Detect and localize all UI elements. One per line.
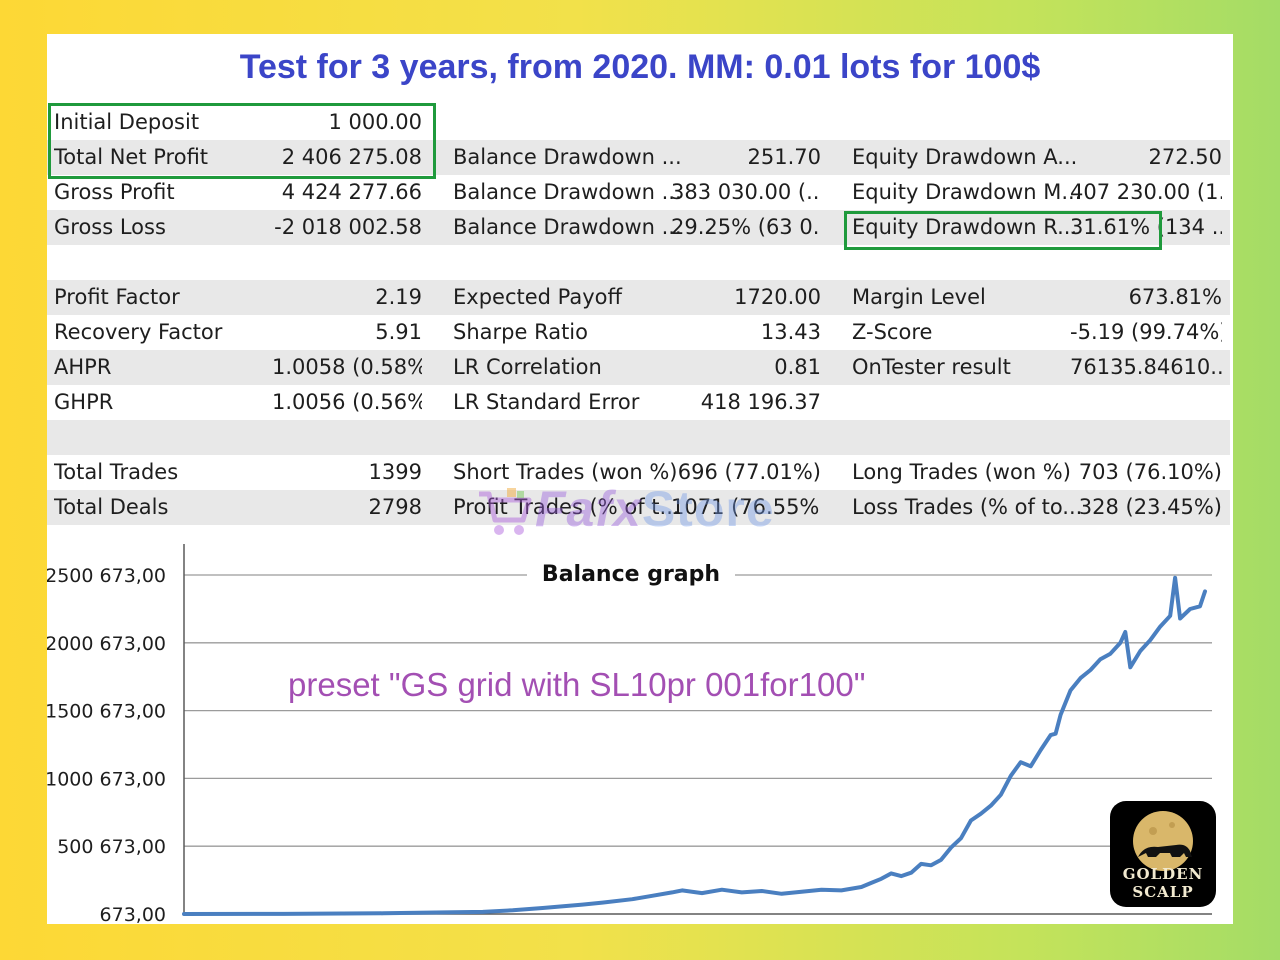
total-deals-label: Total Deals	[54, 495, 169, 519]
stats-row: Recovery Factor 5.91 Sharpe Ratio 13.43 …	[47, 315, 1230, 350]
profit-trades-label: Profit Trades (% of t...	[453, 495, 680, 519]
equity-drawdown-absolute-value: 272.50	[1148, 145, 1222, 169]
recovery-factor-label: Recovery Factor	[54, 320, 223, 344]
expected-payoff-value: 1720.00	[734, 285, 821, 309]
expected-payoff-label: Expected Payoff	[453, 285, 622, 309]
total-trades-value: 1399	[368, 460, 422, 484]
balance-drawdown-maximal-label: Balance Drawdown ...	[453, 180, 682, 204]
profit-factor-label: Profit Factor	[54, 285, 180, 309]
balance-chart: 673,00 500 673,00 1000 673,00 1500 673,00 20…	[47, 544, 1212, 924]
initial-deposit-value: 1 000.00	[328, 110, 422, 134]
balance-drawdown-relative-label: Balance Drawdown ...	[453, 215, 682, 239]
balance-drawdown-relative-value: 29.25% (63 0...	[671, 215, 821, 239]
loss-trades-value: 328 (23.45%)	[1078, 495, 1222, 519]
lr-correlation-label: LR Correlation	[453, 355, 602, 379]
report-headline: Test for 3 years, from 2020. MM: 0.01 lo…	[239, 47, 1041, 86]
initial-deposit-label: Initial Deposit	[54, 110, 200, 134]
margin-level-label: Margin Level	[852, 285, 986, 309]
stats-spacer-row	[47, 245, 1230, 280]
gross-profit-label: Gross Profit	[54, 180, 175, 204]
sharpe-ratio-label: Sharpe Ratio	[453, 320, 588, 344]
chart-title-background	[527, 556, 735, 590]
ghpr-label: GHPR	[54, 390, 114, 414]
ontester-result-value: 76135.84610...	[1070, 355, 1222, 379]
total-deals-value: 2798	[368, 495, 422, 519]
equity-drawdown-relative-label: Equity Drawdown R...	[852, 215, 1078, 239]
short-trades-label: Short Trades (won %)	[453, 460, 678, 484]
stats-spacer-row	[47, 420, 1230, 455]
stats-row: Profit Factor 2.19 Expected Payoff 1720.…	[47, 280, 1230, 315]
ahpr-label: AHPR	[54, 355, 112, 379]
long-trades-value: 703 (76.10%)	[1078, 460, 1222, 484]
y-tick-label: 2500 673,00	[47, 565, 166, 587]
stats-row: Gross Profit 4 424 277.66 Balance Drawdo…	[47, 175, 1230, 210]
z-score-label: Z-Score	[852, 320, 933, 344]
y-tick-label: 673,00	[100, 904, 166, 924]
balance-drawdown-maximal-value: 383 030.00 (...	[671, 180, 821, 204]
equity-drawdown-relative-value: 31.61% (134 ...	[1070, 215, 1222, 239]
y-tick-label: 1000 673,00	[47, 768, 166, 790]
chart-title: Balance graph	[542, 562, 720, 587]
total-trades-label: Total Trades	[54, 460, 179, 484]
short-trades-value: 696 (77.01%)	[677, 460, 821, 484]
ahpr-value: 1.0058 (0.58%)	[272, 355, 422, 379]
stats-row: Gross Loss -2 018 002.58 Balance Drawdow…	[47, 210, 1230, 245]
y-axis-ticks: 673,00 500 673,00 1000 673,00 1500 673,00 20…	[47, 565, 166, 924]
golden-scalp-logo: GOLDEN SCALP	[1110, 801, 1216, 907]
equity-drawdown-absolute-label: Equity Drawdown A...	[852, 145, 1078, 169]
report-panel: Test for 3 years, from 2020. MM: 0.01 lo…	[47, 34, 1233, 924]
ontester-result-label: OnTester result	[852, 355, 1011, 379]
margin-level-value: 673.81%	[1128, 285, 1222, 309]
balance-drawdown-absolute-value: 251.70	[747, 145, 821, 169]
equity-drawdown-maximal-value: 407 230.00 (1...	[1070, 180, 1222, 204]
y-tick-label: 500 673,00	[57, 836, 166, 858]
long-trades-label: Long Trades (won %)	[852, 460, 1071, 484]
ghpr-value: 1.0056 (0.56%)	[272, 390, 422, 414]
logo-line-1: GOLDEN	[1122, 865, 1204, 883]
recovery-factor-value: 5.91	[375, 320, 422, 344]
gross-profit-value: 4 424 277.66	[281, 180, 422, 204]
stats-row: Total Deals 2798 Profit Trades (% of t..…	[47, 490, 1230, 525]
stats-row: Initial Deposit 1 000.00	[47, 105, 1230, 140]
balance-drawdown-absolute-label: Balance Drawdown ...	[453, 145, 682, 169]
lr-standard-error-value: 418 196.37	[700, 390, 821, 414]
gross-loss-label: Gross Loss	[54, 215, 166, 239]
loss-trades-label: Loss Trades (% of to...	[852, 495, 1082, 519]
total-net-profit-label: Total Net Profit	[54, 145, 209, 169]
balance-series-line	[182, 575, 1207, 916]
logo-line-2: SCALP	[1132, 883, 1194, 901]
total-net-profit-value: 2 406 275.08	[281, 145, 422, 169]
bear-moon-icon	[1133, 811, 1193, 871]
preset-annotation: preset "GS grid with SL10pr 001for100"	[288, 666, 865, 703]
lr-correlation-value: 0.81	[774, 355, 821, 379]
gross-loss-value: -2 018 002.58	[274, 215, 422, 239]
chart-grid	[184, 574, 1212, 847]
sharpe-ratio-value: 13.43	[760, 320, 821, 344]
lr-standard-error-label: LR Standard Error	[453, 390, 640, 414]
stats-row: GHPR 1.0056 (0.56%) LR Standard Error 41…	[47, 385, 1230, 420]
y-tick-label: 2000 673,00	[47, 633, 166, 655]
stats-row: Total Trades 1399 Short Trades (won %) 6…	[47, 455, 1230, 490]
stats-row: Total Net Profit 2 406 275.08 Balance Dr…	[47, 140, 1230, 175]
profit-factor-value: 2.19	[375, 285, 422, 309]
z-score-value: -5.19 (99.74%)	[1070, 320, 1222, 344]
profit-trades-value: 1071 (76.55%)	[671, 495, 821, 519]
y-tick-label: 1500 673,00	[47, 701, 166, 723]
equity-drawdown-maximal-label: Equity Drawdown M...	[852, 180, 1082, 204]
stats-row: AHPR 1.0058 (0.58%) LR Correlation 0.81 …	[47, 350, 1230, 385]
